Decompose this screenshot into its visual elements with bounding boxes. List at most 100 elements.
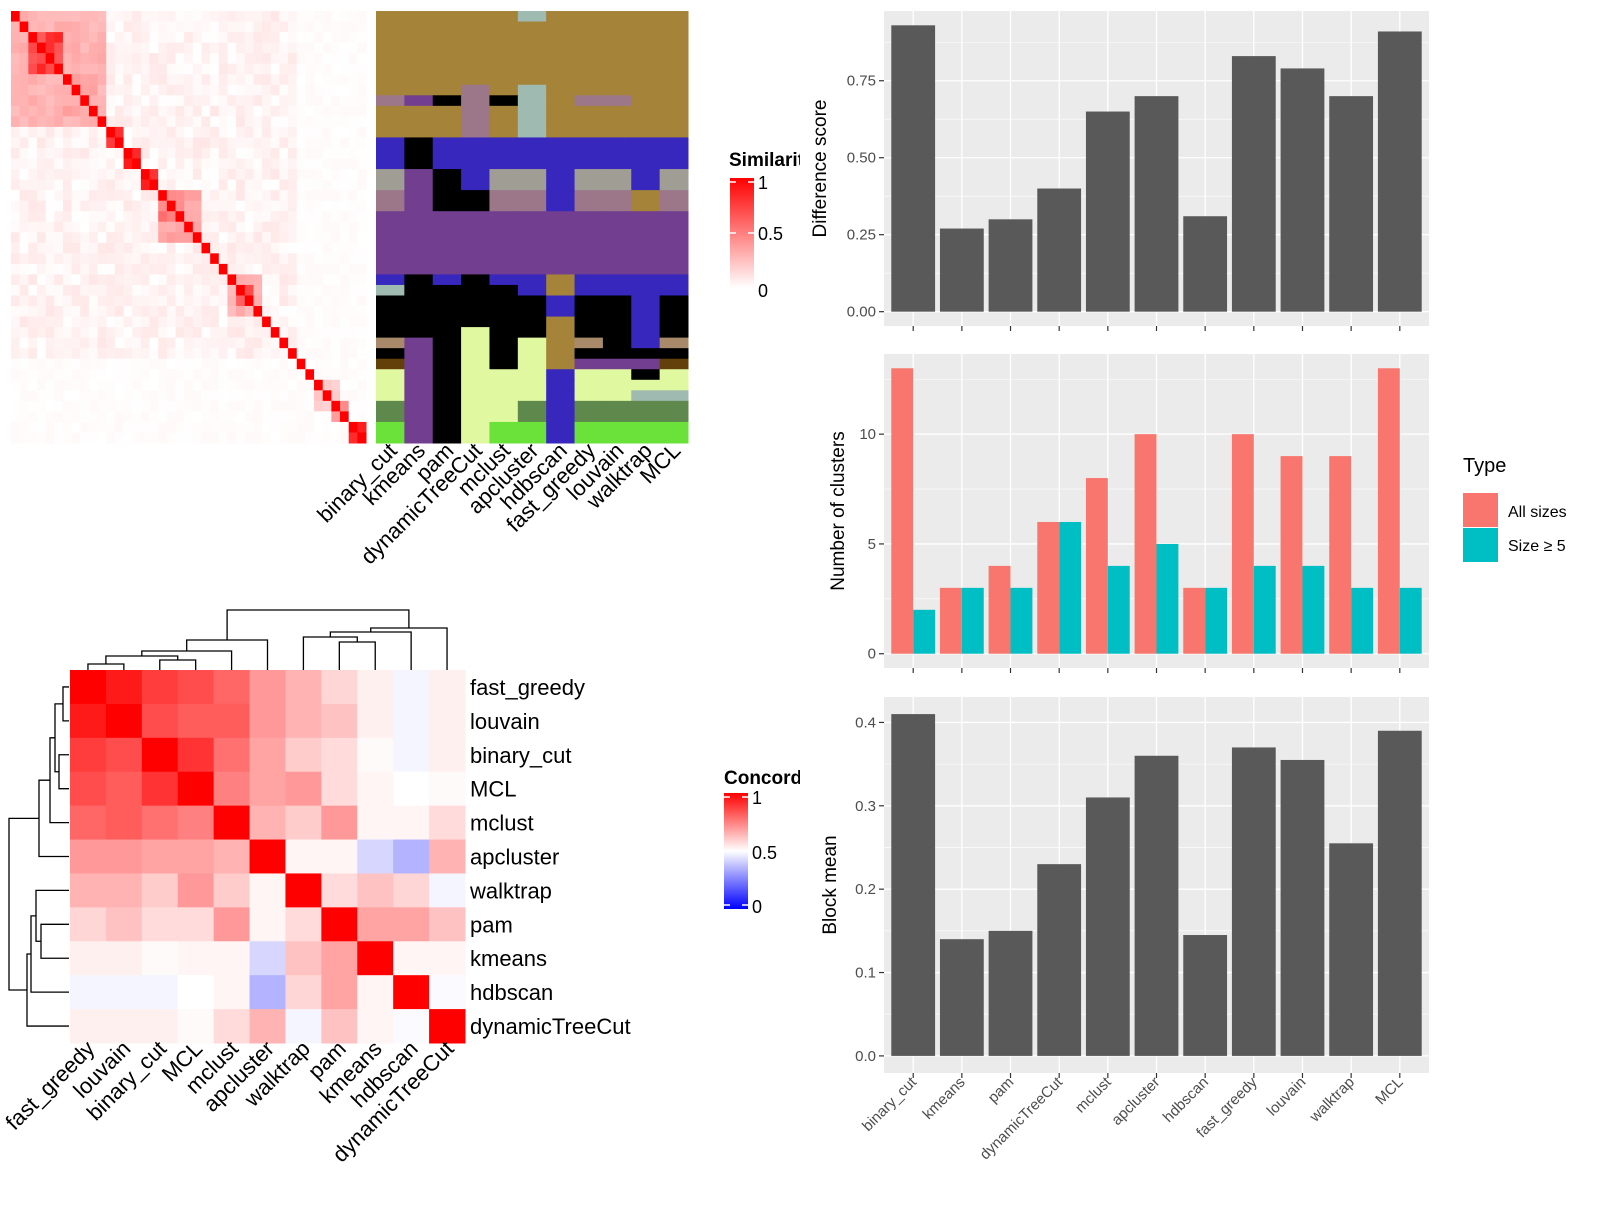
- similarity-cell: [28, 390, 38, 402]
- similarity-cell: [244, 295, 254, 307]
- cluster-cell: [432, 169, 462, 181]
- cluster-cell: [489, 211, 519, 223]
- cluster-cell: [489, 63, 519, 75]
- similarity-cell: [305, 74, 315, 86]
- similarity-cell: [45, 84, 55, 96]
- similarity-cell: [218, 274, 228, 286]
- similarity-cell: [322, 147, 332, 160]
- similarity-cell: [19, 53, 29, 65]
- similarity-cell: [19, 32, 29, 44]
- similarity-cell: [80, 327, 90, 339]
- similarity-cell: [62, 211, 73, 223]
- similarity-cell: [253, 116, 263, 128]
- similarity-cell: [314, 74, 324, 86]
- similarity-cell: [97, 126, 107, 138]
- similarity-cell: [114, 421, 125, 433]
- similarity-cell: [175, 200, 185, 212]
- similarity-cell: [36, 295, 47, 307]
- similarity-cell: [149, 242, 159, 254]
- cluster-cell: [546, 358, 576, 370]
- similarity-cell: [158, 432, 168, 444]
- cluster-cell: [432, 158, 462, 170]
- similarity-cell: [296, 42, 306, 54]
- cluster-cell: [432, 84, 462, 96]
- similarity-cell: [192, 200, 202, 212]
- similarity-cell: [322, 95, 332, 107]
- similarity-cell: [175, 21, 185, 33]
- similarity-legend-title: Similarity: [729, 150, 815, 171]
- similarity-cell: [314, 284, 324, 296]
- similarity-cell: [28, 169, 38, 181]
- similarity-cell: [54, 337, 64, 349]
- similarity-cell: [270, 284, 280, 296]
- similarity-cell: [296, 200, 306, 212]
- similarity-cell: [201, 369, 211, 381]
- similarity-cell: [28, 232, 38, 244]
- similarity-cell: [166, 158, 177, 170]
- similarity-cell: [192, 411, 202, 423]
- similarity-cell: [253, 42, 263, 54]
- cluster-cell: [489, 84, 519, 96]
- bar: [961, 587, 984, 654]
- concordance-cell: [285, 941, 322, 976]
- similarity-cell: [80, 400, 90, 412]
- similarity-cell: [71, 263, 81, 275]
- cluster-cell: [631, 390, 661, 402]
- similarity-cell: [28, 21, 38, 33]
- similarity-cell: [114, 137, 125, 149]
- similarity-cell: [331, 411, 341, 423]
- cluster-cell: [489, 284, 519, 296]
- similarity-cell: [218, 11, 228, 23]
- similarity-cell: [175, 84, 185, 96]
- similarity-cell: [296, 348, 306, 360]
- similarity-cell: [175, 369, 185, 381]
- concordance-cell: [249, 941, 286, 976]
- bar: [1085, 797, 1130, 1056]
- cluster-cell: [631, 274, 661, 286]
- similarity-cell: [314, 42, 324, 54]
- similarity-cell: [97, 95, 107, 107]
- similarity-cell: [314, 11, 324, 23]
- similarity-cell: [210, 348, 220, 360]
- similarity-cell: [296, 11, 306, 23]
- similarity-cell: [140, 411, 151, 423]
- similarity-cell: [331, 190, 341, 202]
- cluster-cell: [461, 284, 490, 296]
- y-tick-label: 10: [859, 426, 876, 443]
- cluster-cell: [574, 379, 604, 391]
- similarity-cell: [166, 105, 177, 117]
- cluster-cell: [546, 316, 576, 328]
- similarity-cell: [80, 158, 90, 170]
- cluster-cell: [659, 42, 689, 54]
- similarity-cell: [97, 32, 107, 44]
- similarity-cell: [11, 242, 21, 254]
- similarity-cell: [262, 190, 272, 202]
- similarity-cell: [279, 348, 289, 360]
- similarity-cell: [97, 358, 107, 370]
- similarity-cell: [192, 379, 202, 391]
- similarity-cell: [192, 348, 202, 360]
- similarity-cell: [184, 147, 194, 160]
- concordance-cell: [213, 941, 251, 976]
- similarity-cell: [288, 232, 298, 244]
- similarity-cell: [11, 126, 21, 138]
- similarity-cell: [331, 200, 341, 212]
- similarity-cell: [62, 274, 73, 286]
- similarity-cell: [11, 147, 21, 160]
- similarity-cell: [62, 411, 73, 423]
- similarity-cell: [322, 390, 332, 402]
- similarity-cell: [270, 105, 280, 117]
- similarity-cell: [140, 379, 151, 391]
- similarity-cell: [80, 190, 90, 202]
- similarity-cell: [279, 63, 289, 75]
- similarity-cell: [253, 274, 263, 286]
- cluster-cell: [631, 63, 661, 75]
- similarity-cell: [253, 421, 263, 433]
- similarity-cell: [288, 137, 298, 149]
- similarity-cell: [71, 158, 81, 170]
- similarity-cell: [36, 263, 47, 275]
- similarity-cell: [71, 21, 81, 33]
- cluster-cell: [517, 253, 547, 265]
- similarity-cell: [279, 169, 289, 181]
